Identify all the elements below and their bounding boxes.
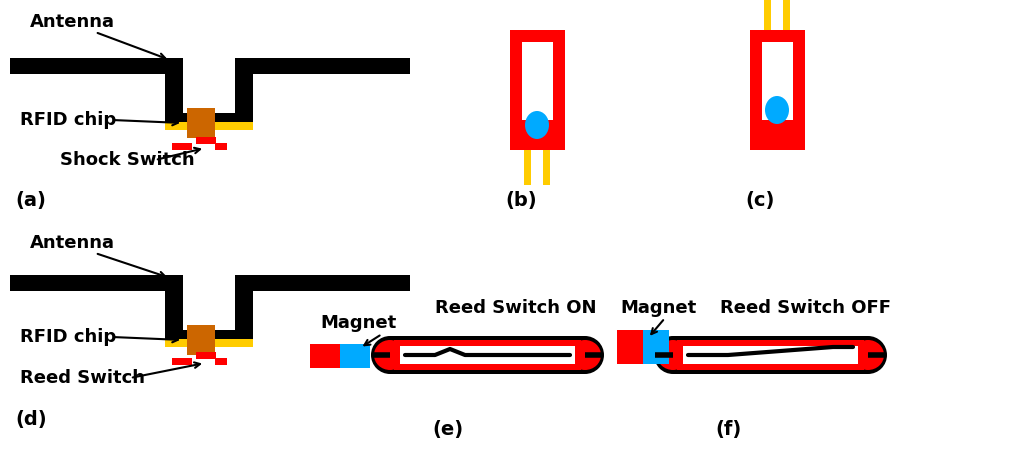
Bar bbox=[339, 344, 370, 368]
Text: (c): (c) bbox=[744, 190, 773, 209]
Ellipse shape bbox=[566, 336, 603, 374]
Ellipse shape bbox=[525, 111, 548, 139]
Bar bbox=[524, 150, 531, 185]
Bar bbox=[389, 336, 585, 374]
Text: Antenna: Antenna bbox=[30, 13, 115, 31]
Text: Magnet: Magnet bbox=[620, 299, 696, 317]
Bar bbox=[165, 330, 253, 344]
Ellipse shape bbox=[851, 340, 883, 370]
Bar bbox=[165, 58, 182, 113]
Bar bbox=[196, 137, 216, 144]
Bar bbox=[10, 58, 175, 74]
Bar bbox=[542, 150, 549, 185]
Ellipse shape bbox=[848, 336, 887, 374]
Text: Shock Switch: Shock Switch bbox=[60, 151, 195, 169]
Bar bbox=[393, 340, 581, 370]
Bar bbox=[761, 42, 792, 120]
Bar bbox=[310, 344, 339, 368]
Bar bbox=[215, 143, 227, 150]
Bar bbox=[234, 275, 410, 291]
Bar bbox=[186, 325, 215, 355]
Bar bbox=[673, 336, 867, 374]
Ellipse shape bbox=[656, 340, 688, 370]
Text: Reed Switch: Reed Switch bbox=[20, 369, 145, 387]
Text: Antenna: Antenna bbox=[30, 234, 115, 252]
Bar bbox=[172, 358, 192, 365]
Text: (f): (f) bbox=[714, 420, 741, 439]
Bar bbox=[783, 0, 790, 30]
Bar bbox=[234, 58, 253, 113]
Bar bbox=[172, 143, 192, 150]
Text: Reed Switch OFF: Reed Switch OFF bbox=[719, 299, 891, 317]
Text: (a): (a) bbox=[15, 190, 46, 209]
Ellipse shape bbox=[569, 340, 600, 370]
Ellipse shape bbox=[371, 336, 409, 374]
Bar bbox=[749, 30, 804, 150]
Bar bbox=[186, 108, 215, 138]
Bar bbox=[215, 358, 227, 365]
Bar bbox=[642, 330, 668, 364]
Bar bbox=[683, 346, 857, 364]
Bar bbox=[234, 275, 253, 330]
Bar bbox=[165, 339, 253, 347]
Bar bbox=[399, 346, 575, 364]
Text: RFID chip: RFID chip bbox=[20, 328, 116, 346]
Text: RFID chip: RFID chip bbox=[20, 111, 116, 129]
Text: Reed Switch ON: Reed Switch ON bbox=[434, 299, 596, 317]
Bar bbox=[165, 113, 253, 127]
Text: (b): (b) bbox=[504, 190, 536, 209]
Text: (d): (d) bbox=[15, 410, 47, 430]
Ellipse shape bbox=[764, 96, 789, 124]
Bar bbox=[165, 122, 253, 130]
Ellipse shape bbox=[374, 340, 406, 370]
Bar bbox=[196, 352, 216, 359]
Bar bbox=[763, 0, 770, 30]
Text: Magnet: Magnet bbox=[320, 314, 395, 332]
Ellipse shape bbox=[653, 336, 691, 374]
Text: (e): (e) bbox=[432, 420, 463, 439]
Bar bbox=[234, 58, 410, 74]
Bar bbox=[616, 330, 642, 364]
Bar bbox=[165, 275, 182, 330]
Bar bbox=[677, 340, 863, 370]
Bar bbox=[10, 275, 175, 291]
Bar bbox=[522, 42, 552, 120]
Bar bbox=[510, 30, 565, 150]
